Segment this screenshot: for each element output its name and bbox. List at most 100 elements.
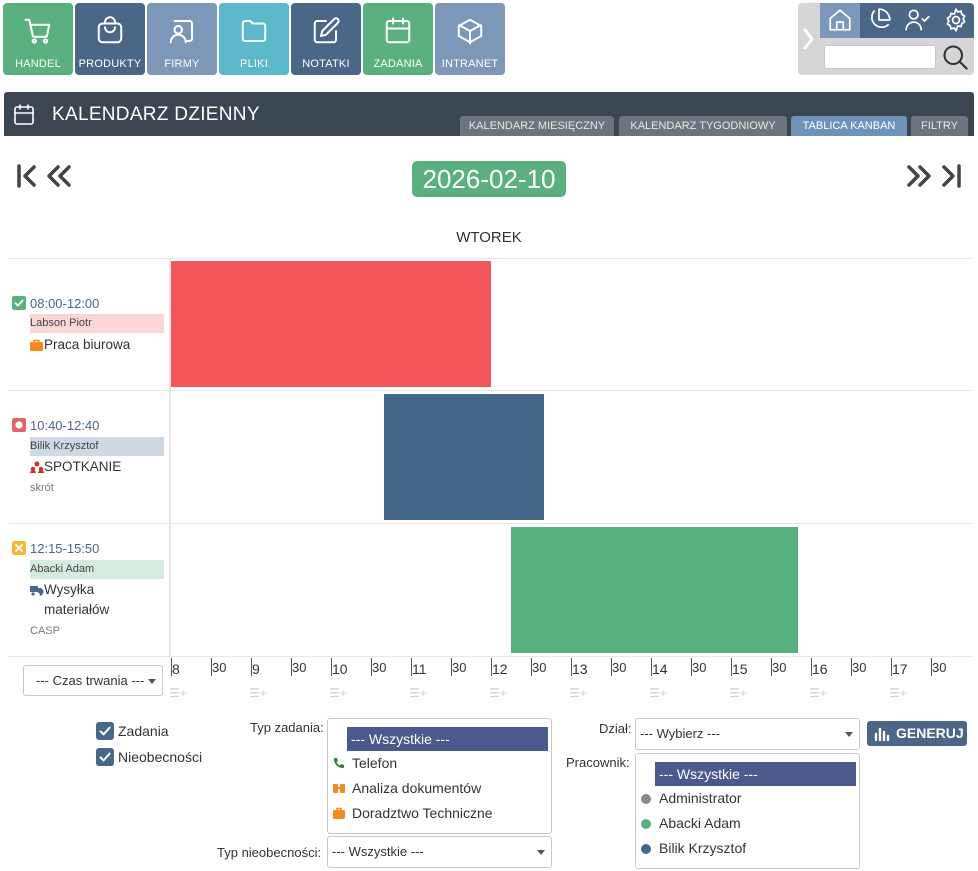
phone-icon bbox=[334, 758, 344, 768]
briefcase-icon bbox=[333, 807, 345, 819]
module-label: INTRANET bbox=[441, 58, 499, 70]
module-pliki[interactable]: PLIKI bbox=[219, 3, 289, 75]
axis-tick bbox=[731, 658, 732, 676]
add-task-icon[interactable]: ☰+ bbox=[569, 686, 587, 700]
checkmark-icon bbox=[99, 752, 111, 762]
task-type-option[interactable]: Doradztwo Techniczne bbox=[328, 801, 551, 825]
add-task-icon[interactable]: ☰+ bbox=[169, 686, 187, 700]
module-notatki[interactable]: NOTATKI bbox=[291, 3, 361, 75]
add-task-icon[interactable]: ☰+ bbox=[729, 686, 747, 700]
event-note: skrót bbox=[30, 482, 54, 494]
pie-chart-icon[interactable] bbox=[866, 7, 892, 33]
status-dot bbox=[641, 844, 651, 854]
axis-tick bbox=[491, 658, 492, 676]
previous-icon[interactable] bbox=[46, 162, 72, 190]
add-task-icon[interactable]: ☰+ bbox=[889, 686, 907, 700]
axis-hour-label: 10 bbox=[332, 661, 348, 677]
module-intranet[interactable]: INTRANET bbox=[435, 3, 505, 75]
employee-listbox[interactable]: --- Wszystkie --- Administrator Abacki A… bbox=[635, 753, 860, 869]
task-type-listbox[interactable]: --- Wszystkie --- Telefon Analiza dokume… bbox=[327, 718, 552, 834]
event-bar[interactable] bbox=[171, 261, 491, 387]
absence-type-select[interactable]: --- Wszystkie --- bbox=[327, 836, 552, 868]
task-type-option[interactable]: Analiza dokumentów bbox=[328, 776, 551, 800]
tab-filters[interactable]: FILTRY bbox=[911, 116, 968, 136]
next-icon[interactable] bbox=[906, 162, 932, 190]
calendar-icon bbox=[385, 17, 411, 44]
axis-hour-label: 12 bbox=[492, 661, 508, 677]
home-button[interactable] bbox=[820, 3, 860, 38]
add-task-icon[interactable]: ☰+ bbox=[809, 686, 827, 700]
search-input[interactable] bbox=[824, 45, 936, 69]
option-label: --- Wszystkie --- bbox=[351, 731, 450, 747]
department-select[interactable]: --- Wybierz --- bbox=[635, 718, 860, 750]
column-divider bbox=[169, 258, 171, 658]
current-date[interactable]: 2026-02-10 bbox=[412, 161, 566, 197]
cancel-icon bbox=[12, 541, 26, 555]
option-label: Doradztwo Techniczne bbox=[352, 805, 493, 821]
add-task-icon[interactable]: ☰+ bbox=[489, 686, 507, 700]
axis-half-label: 30 bbox=[692, 660, 707, 675]
axis-hour-label: 15 bbox=[732, 661, 748, 677]
add-task-icon[interactable]: ☰+ bbox=[409, 686, 427, 700]
module-firmy[interactable]: FIRMY bbox=[147, 3, 217, 75]
axis-half-label: 30 bbox=[532, 660, 547, 675]
search-icon[interactable] bbox=[941, 43, 969, 71]
tab-kanban[interactable]: TABLICA KANBAN bbox=[791, 116, 907, 136]
user-check-icon[interactable] bbox=[904, 7, 932, 33]
absence-type-label: Typ nieobecności: bbox=[217, 845, 322, 860]
axis-half-label: 30 bbox=[212, 660, 227, 675]
duration-select-value: --- Czas trwania --- bbox=[36, 673, 145, 688]
axis-half-label: 30 bbox=[772, 660, 787, 675]
add-task-icon[interactable]: ☰+ bbox=[649, 686, 667, 700]
event-note: CASP bbox=[30, 625, 60, 637]
axis-hour-label: 11 bbox=[412, 661, 427, 677]
tasks-checkbox[interactable] bbox=[96, 722, 114, 740]
axis-half-label: 30 bbox=[932, 660, 947, 675]
employee-option[interactable]: Abacki Adam bbox=[636, 811, 859, 835]
status-dot bbox=[641, 819, 651, 829]
axis-half-label: 30 bbox=[852, 660, 867, 675]
event-type: Wysyłka materiałów bbox=[44, 580, 144, 620]
truck-icon bbox=[30, 586, 44, 596]
employee-label: Pracownik: bbox=[566, 755, 630, 770]
row-divider bbox=[8, 390, 972, 391]
axis-tick bbox=[811, 658, 812, 676]
first-page-icon[interactable] bbox=[16, 162, 38, 190]
event-row[interactable]: 12:15-15:50 Abacki Adam Wysyłka materiał… bbox=[8, 524, 168, 656]
option-label: Bilik Krzysztof bbox=[659, 840, 747, 856]
employee-option[interactable]: Bilik Krzysztof bbox=[636, 836, 859, 860]
absences-checkbox[interactable] bbox=[96, 748, 114, 766]
duration-select[interactable]: --- Czas trwania --- bbox=[23, 665, 163, 696]
event-person: Labson Piotr bbox=[30, 314, 164, 333]
axis-tick bbox=[371, 658, 372, 676]
axis-tick bbox=[171, 658, 172, 676]
absence-type-value: --- Wszystkie --- bbox=[332, 844, 424, 859]
axis-hour-label: 8 bbox=[172, 661, 180, 677]
event-row[interactable]: 10:40-12:40 Bilik Krzysztof SPOTKANIE sk… bbox=[8, 391, 168, 523]
gear-icon[interactable] bbox=[943, 7, 969, 33]
tab-monthly-calendar[interactable]: KALENDARZ MIESIĘCZNY bbox=[460, 116, 614, 136]
collapse-panel-toggle[interactable] bbox=[798, 3, 820, 75]
task-type-option[interactable]: --- Wszystkie --- bbox=[347, 727, 548, 751]
module-handel[interactable]: HANDEL bbox=[3, 3, 73, 75]
event-person: Bilik Krzysztof bbox=[30, 437, 164, 456]
tab-weekly-calendar[interactable]: KALENDARZ TYGODNIOWY bbox=[619, 116, 787, 136]
cart-icon bbox=[24, 18, 51, 44]
department-value: --- Wybierz --- bbox=[640, 726, 721, 741]
event-type-text: Wysyłka materiałów bbox=[44, 582, 110, 617]
generate-button-label: GENERUJ bbox=[896, 725, 964, 741]
briefcase-icon bbox=[30, 339, 43, 351]
add-task-icon[interactable]: ☰+ bbox=[329, 686, 347, 700]
last-page-icon[interactable] bbox=[940, 162, 962, 190]
module-zadania[interactable]: ZADANIA bbox=[363, 3, 433, 75]
event-bar[interactable] bbox=[511, 527, 798, 653]
event-bar[interactable] bbox=[384, 394, 545, 520]
module-label: ZADANIA bbox=[373, 58, 423, 70]
generate-button[interactable]: GENERUJ bbox=[867, 721, 967, 746]
task-type-option[interactable]: Telefon bbox=[328, 751, 551, 775]
event-row[interactable]: 08:00-12:00 Labson Piotr Praca biurowa bbox=[8, 258, 168, 390]
employee-option[interactable]: --- Wszystkie --- bbox=[655, 762, 856, 786]
add-task-icon[interactable]: ☰+ bbox=[249, 686, 267, 700]
employee-option[interactable]: Administrator bbox=[636, 786, 859, 810]
module-produkty[interactable]: PRODUKTY bbox=[75, 3, 145, 75]
